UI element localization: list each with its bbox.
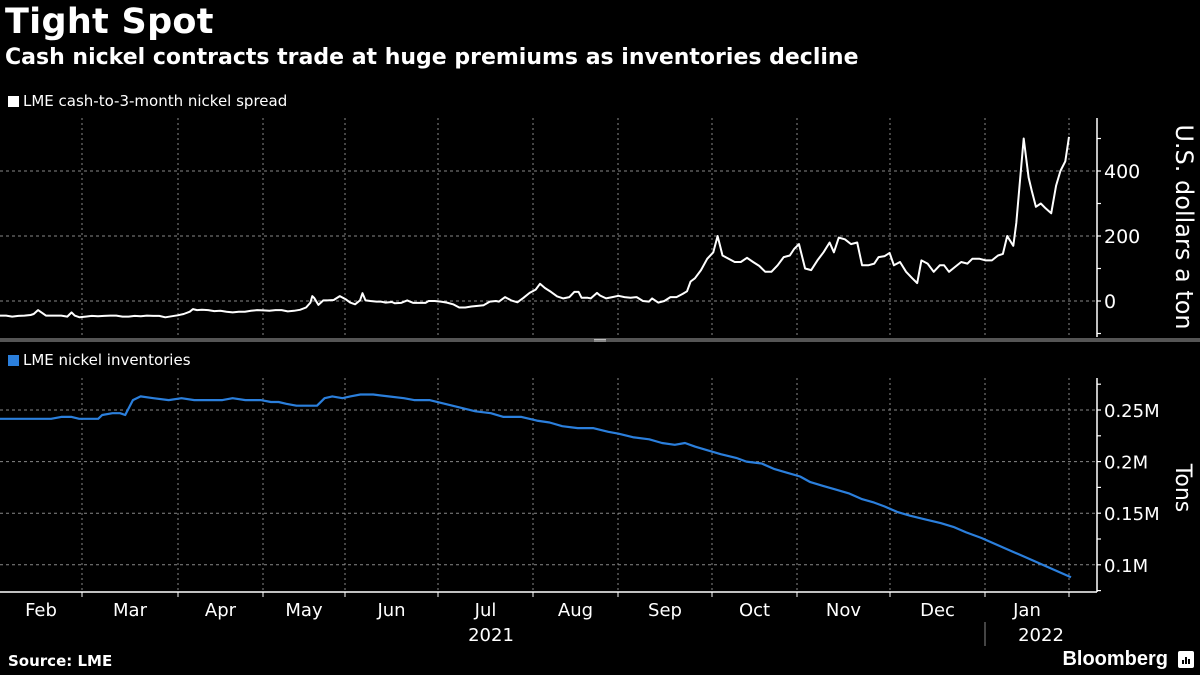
legend-label-spread: LME cash-to-3-month nickel spread bbox=[23, 92, 288, 110]
x-tick-label: Feb bbox=[25, 600, 57, 621]
x-tick-label: Dec bbox=[920, 600, 955, 621]
bloomberg-chart-icon bbox=[1178, 651, 1194, 668]
spread-y-tick-label: 200 bbox=[1104, 226, 1140, 248]
x-tick-label: Jan bbox=[1012, 600, 1041, 621]
x-tick-label: Jul bbox=[474, 600, 497, 621]
legend-spread: LME cash-to-3-month nickel spread bbox=[8, 92, 287, 110]
x-tick-label: Jun bbox=[376, 600, 405, 621]
axes bbox=[0, 118, 1200, 646]
inventory-y-tick-label: 0.15M bbox=[1104, 504, 1160, 525]
x-tick-label: Mar bbox=[113, 600, 148, 621]
chart-subtitle: Cash nickel contracts trade at huge prem… bbox=[5, 45, 859, 70]
legend-inventories: LME nickel inventories bbox=[8, 351, 191, 369]
inventory-y-tick-label: 0.2M bbox=[1104, 453, 1148, 474]
inventory-gridlines bbox=[0, 378, 1097, 592]
year-label-2021: 2021 bbox=[468, 625, 514, 646]
bloomberg-logo: Bloomberg bbox=[1062, 648, 1168, 670]
x-tick-label: Aug bbox=[558, 600, 593, 621]
tick-labels: 0 200 400 U.S. dollars a ton 0.1M 0.15M 0.2M 0.… bbox=[25, 124, 1198, 646]
spread-line bbox=[0, 136, 1070, 319]
spread-y-tick-label: 0 bbox=[1104, 291, 1116, 313]
inventory-y-axis-title: Tons bbox=[1170, 463, 1195, 513]
spread-gridlines bbox=[0, 118, 1097, 337]
inventory-y-tick-label: 0.25M bbox=[1104, 401, 1160, 422]
x-tick-label: Oct bbox=[739, 600, 770, 621]
inventory-line bbox=[0, 393, 1072, 579]
legend-swatch-inventories bbox=[8, 354, 19, 366]
legend-label-inventories: LME nickel inventories bbox=[23, 351, 191, 369]
series-lines bbox=[0, 136, 1072, 579]
inventory-y-tick-label: 0.1M bbox=[1104, 556, 1148, 577]
chart-title: Tight Spot bbox=[5, 2, 214, 42]
spread-y-tick-label: 400 bbox=[1104, 161, 1140, 183]
x-tick-label: May bbox=[285, 600, 323, 621]
x-tick-label: Apr bbox=[205, 600, 237, 621]
x-tick-label: Sep bbox=[648, 600, 682, 621]
source-note: Source: LME bbox=[8, 652, 113, 670]
legend-swatch-spread bbox=[8, 95, 19, 107]
year-label-2022: 2022 bbox=[1018, 625, 1064, 646]
x-tick-label: Nov bbox=[826, 600, 861, 621]
spread-y-axis-title: U.S. dollars a ton bbox=[1170, 124, 1198, 329]
